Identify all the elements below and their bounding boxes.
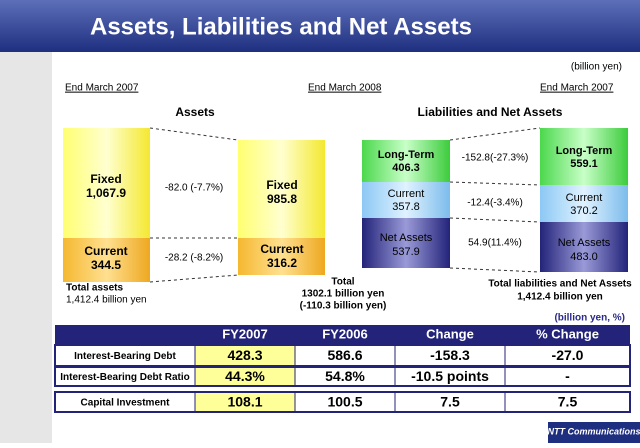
cell-value: 586.6 xyxy=(327,347,362,363)
block-label: Long-Term xyxy=(378,149,435,161)
total-label: Total liabilities and Net Assets xyxy=(488,279,632,290)
row-label: Interest-Bearing Debt xyxy=(74,351,176,362)
title: Assets, Liabilities and Net Assets xyxy=(90,13,472,40)
block-value: 985.8 xyxy=(267,192,297,206)
logo: NTT Communications xyxy=(547,426,640,436)
row-label: Interest-Bearing Debt Ratio xyxy=(60,372,189,383)
column-header: FY2006 xyxy=(322,326,368,341)
row-label: Capital Investment xyxy=(81,398,171,409)
logo-bg xyxy=(548,422,640,443)
block-value: 316.2 xyxy=(267,256,297,270)
total-value: 1,412.4 billion yen xyxy=(66,295,147,306)
total-label: Total assets xyxy=(66,283,123,294)
highlight-cell xyxy=(195,368,295,385)
block-value: 344.5 xyxy=(91,258,121,272)
period: End March 2007 xyxy=(540,83,614,94)
table-unit: (billion yen, %) xyxy=(554,313,625,324)
column-header: Change xyxy=(426,326,474,341)
block-value: 483.0 xyxy=(570,251,598,263)
change-label: -12.4(-3.4%) xyxy=(467,198,523,209)
cell-value: - xyxy=(565,368,570,384)
cell-value: -27.0 xyxy=(552,347,584,363)
cell-value: 7.5 xyxy=(440,394,460,410)
header-band xyxy=(0,0,640,52)
long-term-block xyxy=(362,140,450,182)
current-block xyxy=(238,238,325,275)
section-title: Assets xyxy=(175,105,215,119)
total-value: 1,412.4 billion yen xyxy=(517,292,603,303)
cell-value: 108.1 xyxy=(227,394,262,410)
fixed-block xyxy=(238,140,325,238)
net-assets-block xyxy=(540,222,628,272)
change-label: -152.8(-27.3%) xyxy=(462,153,529,164)
current-block xyxy=(362,182,450,218)
period: End March 2007 xyxy=(65,83,139,94)
cell-value: 100.5 xyxy=(327,394,362,410)
section-title: Liabilities and Net Assets xyxy=(418,105,563,119)
block-value: 370.2 xyxy=(570,205,598,217)
highlight-cell xyxy=(195,346,295,365)
cell-value: -158.3 xyxy=(430,347,470,363)
current-block xyxy=(63,238,150,282)
block-label: Current xyxy=(566,192,603,204)
table-header xyxy=(55,325,630,344)
block-label: Long-Term xyxy=(556,145,613,157)
block-value: 537.9 xyxy=(392,246,420,258)
change-label: -82.0 (-7.7%) xyxy=(165,183,223,194)
total-value: 1302.1 billion yen xyxy=(302,289,385,300)
connectors xyxy=(149,127,541,283)
current-block xyxy=(540,185,628,222)
block-label: Fixed xyxy=(90,172,121,186)
cell-value: -10.5 points xyxy=(411,368,489,384)
cell-value: 54.8% xyxy=(325,368,365,384)
highlight-cell xyxy=(195,393,295,411)
block-value: 357.8 xyxy=(392,201,420,213)
total-label: Total xyxy=(331,277,354,288)
column-header: % Change xyxy=(536,326,599,341)
block-label: Net Assets xyxy=(380,232,433,244)
column-header: FY2007 xyxy=(222,326,268,341)
net-assets-block xyxy=(362,218,450,268)
cell-value: 44.3% xyxy=(225,368,265,384)
change-label: 54.9(11.4%) xyxy=(468,238,522,249)
block-value: 406.3 xyxy=(392,162,420,174)
total-change: (-110.3 billion yen) xyxy=(300,301,387,312)
block-label: Current xyxy=(84,244,127,258)
side-strip xyxy=(0,52,52,443)
block-label: Net Assets xyxy=(558,237,611,249)
block-value: 1,067.9 xyxy=(86,186,126,200)
unit-note: (billion yen) xyxy=(571,62,622,73)
block-label: Current xyxy=(260,242,303,256)
cell-value: 428.3 xyxy=(227,347,262,363)
fixed-block xyxy=(63,128,150,238)
table: FY2007 FY2006 Change % Change Interest-Beari… xyxy=(54,325,631,413)
block-label: Current xyxy=(388,188,425,200)
cell-value: 7.5 xyxy=(558,394,578,410)
period: End March 2008 xyxy=(308,83,382,94)
long-term-block xyxy=(540,128,628,185)
block-value: 559.1 xyxy=(570,158,598,170)
change-label: -28.2 (-8.2%) xyxy=(165,253,223,264)
block-label: Fixed xyxy=(266,178,297,192)
